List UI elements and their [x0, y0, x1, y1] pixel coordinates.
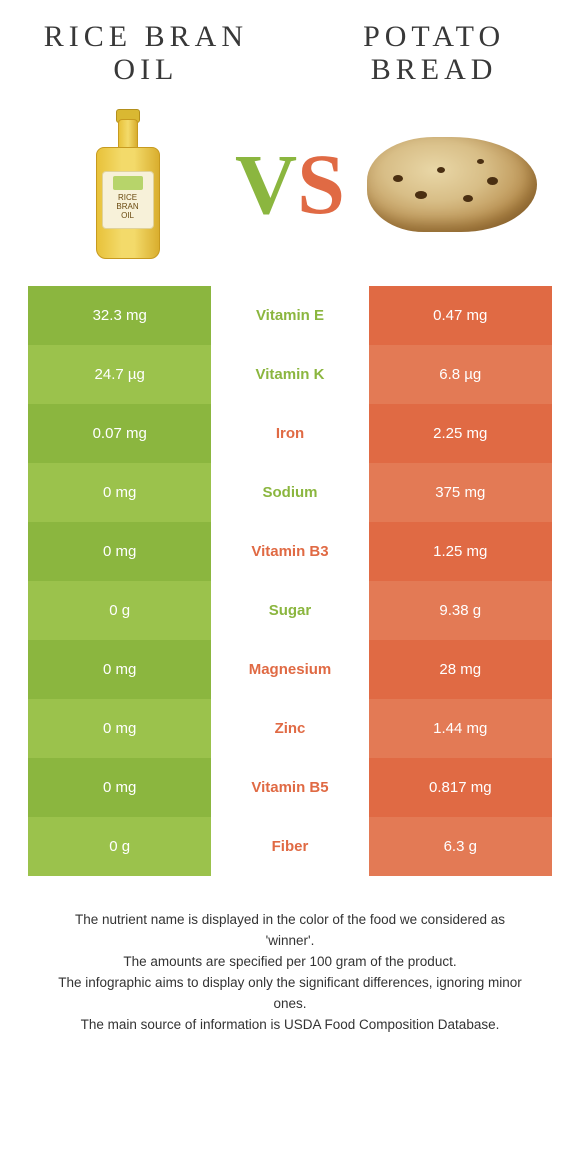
infographic: Rice bran oil Potato bread RICEBRANOIL V… — [0, 0, 580, 1036]
nutrient-label: Sodium — [211, 463, 368, 522]
value-right: 0.47 mg — [369, 286, 552, 345]
table-row: 0 mgVitamin B31.25 mg — [28, 522, 552, 581]
value-right: 2.25 mg — [369, 404, 552, 463]
value-right: 375 mg — [369, 463, 552, 522]
value-right: 6.3 g — [369, 817, 552, 876]
nutrient-label: Sugar — [211, 581, 368, 640]
table-row: 0 mgSodium375 mg — [28, 463, 552, 522]
table-row: 0 gSugar9.38 g — [28, 581, 552, 640]
comparison-table: 32.3 mgVitamin E0.47 mg24.7 µgVitamin K6… — [28, 286, 552, 876]
value-right: 6.8 µg — [369, 345, 552, 404]
value-right: 9.38 g — [369, 581, 552, 640]
footer-notes: The nutrient name is displayed in the co… — [28, 910, 552, 1036]
value-right: 1.44 mg — [369, 699, 552, 758]
footer-line-2: The amounts are specified per 100 gram o… — [52, 952, 528, 973]
nutrient-label: Vitamin B3 — [211, 522, 368, 581]
nutrient-label: Iron — [211, 404, 368, 463]
value-left: 32.3 mg — [28, 286, 211, 345]
value-left: 0 g — [28, 581, 211, 640]
nutrient-label: Fiber — [211, 817, 368, 876]
food-right-image — [353, 104, 552, 264]
table-row: 32.3 mgVitamin E0.47 mg — [28, 286, 552, 345]
table-row: 0 mgVitamin B50.817 mg — [28, 758, 552, 817]
footer-line-3: The infographic aims to display only the… — [52, 973, 528, 1015]
value-left: 0 mg — [28, 640, 211, 699]
vs-v: V — [235, 136, 297, 232]
nutrient-label: Magnesium — [211, 640, 368, 699]
oil-bottle-icon: RICEBRANOIL — [96, 109, 160, 259]
nutrient-label: Vitamin E — [211, 286, 368, 345]
value-left: 0 mg — [28, 522, 211, 581]
vs-label: VS — [227, 141, 353, 227]
vs-s: S — [297, 136, 345, 232]
value-left: 0 mg — [28, 758, 211, 817]
value-left: 0 g — [28, 817, 211, 876]
hero-row: RICEBRANOIL VS — [28, 104, 552, 264]
table-row: 24.7 µgVitamin K6.8 µg — [28, 345, 552, 404]
table-row: 0 mgMagnesium28 mg — [28, 640, 552, 699]
value-right: 0.817 mg — [369, 758, 552, 817]
title-left: Rice bran oil — [28, 20, 264, 86]
footer-line-1: The nutrient name is displayed in the co… — [52, 910, 528, 952]
value-left: 0 mg — [28, 463, 211, 522]
nutrient-label: Vitamin B5 — [211, 758, 368, 817]
table-row: 0 mgZinc1.44 mg — [28, 699, 552, 758]
value-left: 24.7 µg — [28, 345, 211, 404]
bread-icon — [367, 137, 537, 232]
value-right: 28 mg — [369, 640, 552, 699]
food-left-image: RICEBRANOIL — [28, 104, 227, 264]
table-row: 0 gFiber6.3 g — [28, 817, 552, 876]
nutrient-label: Zinc — [211, 699, 368, 758]
table-row: 0.07 mgIron2.25 mg — [28, 404, 552, 463]
titles-row: Rice bran oil Potato bread — [28, 20, 552, 86]
value-left: 0 mg — [28, 699, 211, 758]
value-left: 0.07 mg — [28, 404, 211, 463]
footer-line-4: The main source of information is USDA F… — [52, 1015, 528, 1036]
nutrient-label: Vitamin K — [211, 345, 368, 404]
title-right: Potato bread — [316, 20, 552, 86]
value-right: 1.25 mg — [369, 522, 552, 581]
